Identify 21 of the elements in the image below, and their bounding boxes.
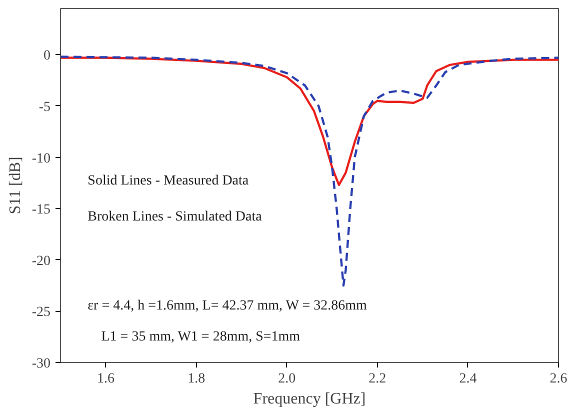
annotation: L1 = 35 mm, W1 = 28mm, S=1mm: [101, 329, 300, 344]
annotation: Solid Lines - Measured Data: [88, 173, 250, 188]
annotation: εr = 4.4, h =1.6mm, L= 42.37 mm, W = 32.86mm: [88, 298, 367, 314]
annotation: Broken Lines - Simulated Data: [88, 209, 263, 224]
x-tick-label: 2.6: [550, 372, 568, 386]
x-tick-label: 2.2: [368, 372, 386, 386]
line-series: [60, 56, 558, 287]
x-axis-title: Frequency [GHz]: [253, 390, 366, 408]
y-tick-label: -5: [38, 100, 51, 115]
x-tick-label: 1.6: [97, 372, 115, 386]
y-tick-label: -30: [32, 356, 51, 372]
line-series: [60, 56, 558, 186]
x-tick-label: 2.0: [278, 372, 296, 386]
x-tick-label: 2.4: [459, 372, 477, 386]
y-tick-label: -15: [32, 202, 51, 218]
x-tick-label: 1.8: [188, 372, 206, 386]
y-tick-label: -10: [32, 151, 51, 166]
y-tick-label: -20: [32, 254, 51, 269]
y-tick-label: -25: [32, 305, 51, 320]
y-tick-label: 0: [44, 48, 50, 64]
y-axis-title: S11 [dB]: [6, 156, 24, 214]
